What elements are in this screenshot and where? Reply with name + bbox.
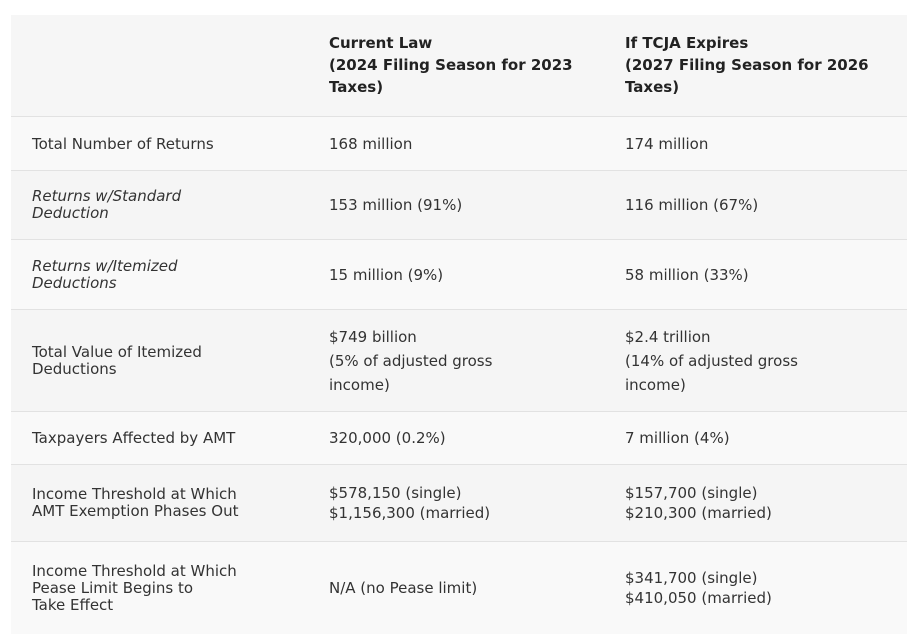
table-row: Returns w/Standard Deduction 153 million… [11,170,907,239]
tcja-expires-value-line: 58 million (33%) [625,265,749,284]
tcja-expires-value: 7 million (4%) [607,428,907,448]
current-law-value: 15 million (9%) [309,265,607,285]
row-label-line: Deduction [32,204,109,222]
table-row: Income Threshold at Which Pease Limit Be… [11,541,907,634]
tcja-expires-value: 174 million [607,134,907,154]
row-label: Income Threshold at Which AMT Exemption … [11,486,309,520]
table-header-row: Current Law (2024 Filing Season for 2023… [11,15,907,116]
row-label: Total Number of Returns [11,134,309,154]
header-tcja-expires-subtitle-cont: Taxes) [625,78,680,96]
current-law-value: $578,150 (single) $1,156,300 (married) [309,483,607,523]
header-tcja-expires: If TCJA Expires (2027 Filing Season for … [607,15,907,98]
tcja-expires-value: $2.4 trillion (14% of adjusted gross inc… [607,325,907,397]
row-label-line: Income Threshold at Which [32,561,237,580]
tcja-expires-value: 116 million (67%) [607,195,907,215]
header-current-law-subtitle-cont: Taxes) [329,78,384,96]
current-law-value: $749 billion (5% of adjusted gross incom… [309,325,607,397]
row-label: Taxpayers Affected by AMT [11,428,309,448]
current-law-value-line: $578,150 (single) [329,484,462,502]
current-law-value-line: income) [329,375,390,394]
table-row: Taxpayers Affected by AMT 320,000 (0.2%)… [11,411,907,464]
current-law-value-line: N/A (no Pease limit) [329,579,478,597]
current-law-value-line: $1,156,300 (married) [329,504,491,522]
header-tcja-expires-title: If TCJA Expires [625,34,749,52]
tcja-expires-value: $341,700 (single) $410,050 (married) [607,568,907,608]
current-law-value: 153 million (91%) [309,195,607,215]
header-current-law: Current Law (2024 Filing Season for 2023… [309,15,607,98]
current-law-value-line: (5% of adjusted gross [329,351,493,370]
header-current-law-subtitle: (2024 Filing Season for 2023 [329,56,573,74]
tcja-expires-value-line: $157,700 (single) [625,484,758,502]
tcja-expires-value-line: $2.4 trillion [625,327,711,346]
header-current-law-title: Current Law [329,34,433,52]
table-row: Income Threshold at Which AMT Exemption … [11,464,907,541]
row-label: Income Threshold at Which Pease Limit Be… [11,561,309,614]
tcja-expires-value-line: income) [625,375,686,394]
current-law-value-line: 153 million (91%) [329,196,463,214]
tcja-expires-value: 58 million (33%) [607,265,907,285]
tcja-expires-value-line: 7 million (4%) [625,429,730,447]
tcja-expires-value-line: $410,050 (married) [625,589,772,607]
row-label-line: Total Value of Itemized [32,342,202,361]
row-label-line: Pease Limit Begins to [32,578,194,597]
current-law-value: N/A (no Pease limit) [309,578,607,598]
row-label: Returns w/Itemized Deductions [11,256,309,292]
row-label-line: Taxpayers Affected by AMT [32,429,236,447]
row-label-line: Deductions [32,359,117,378]
row-label: Returns w/Standard Deduction [11,188,309,222]
row-label-line: Returns w/Itemized [32,256,178,275]
tcja-expires-value: $157,700 (single) $210,300 (married) [607,483,907,523]
current-law-value: 168 million [309,134,607,154]
row-label-line: Take Effect [32,595,114,614]
current-law-value-line: 168 million [329,134,413,153]
header-tcja-expires-subtitle: (2027 Filing Season for 2026 [625,56,869,74]
table-row: Returns w/Itemized Deductions 15 million… [11,239,907,309]
current-law-value-line: $749 billion [329,327,417,346]
tcja-expires-value-line: 116 million (67%) [625,196,759,214]
tcja-expires-value-line: (14% of adjusted gross [625,351,798,370]
tcja-expires-value-line: 174 million [625,134,709,153]
row-label-line: AMT Exemption Phases Out [32,502,239,520]
row-label-line: Deductions [32,273,117,292]
row-label-line: Returns w/Standard [32,187,182,205]
tcja-expires-value-line: $341,700 (single) [625,569,758,587]
tcja-expires-value-line: $210,300 (married) [625,504,772,522]
row-label: Total Value of Itemized Deductions [11,342,309,378]
row-label-line: Income Threshold at Which [32,485,237,503]
table-row: Total Number of Returns 168 million 174 … [11,116,907,170]
table-row: Total Value of Itemized Deductions $749 … [11,309,907,411]
current-law-value-line: 320,000 (0.2%) [329,429,446,447]
current-law-value-line: 15 million (9%) [329,265,444,284]
row-label-line: Total Number of Returns [32,134,214,153]
comparison-table: Current Law (2024 Filing Season for 2023… [11,15,907,634]
current-law-value: 320,000 (0.2%) [309,428,607,448]
